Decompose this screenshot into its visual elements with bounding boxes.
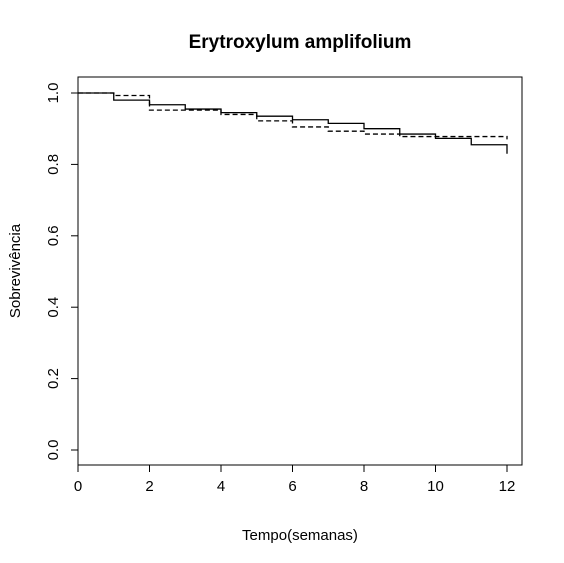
y-tick-label: 0.2 [45, 368, 62, 389]
series-layer [78, 92, 508, 154]
y-tick-label: 0.4 [45, 297, 62, 318]
y-axis-label: Sobrevivência [7, 223, 24, 318]
y-tick-label: 0.8 [45, 154, 62, 175]
x-tick-label: 8 [360, 478, 368, 495]
x-axis-label: Tempo(semanas) [242, 527, 358, 544]
y-tick-label: 1.0 [45, 83, 62, 104]
x-axis: 0 2 4 6 8 10 12 [74, 465, 516, 495]
y-tick-label: 0.0 [45, 440, 62, 461]
y-axis: 0.0 0.2 0.4 0.6 0.8 1.0 [45, 83, 78, 461]
x-tick-label: 10 [427, 478, 444, 495]
x-tick-label: 2 [145, 478, 153, 495]
x-tick-label: 6 [288, 478, 296, 495]
x-tick-label: 12 [499, 478, 516, 495]
survival-curve-dashed [78, 92, 508, 140]
chart-title: Erytroxylum amplifolium [189, 32, 412, 53]
x-tick-label: 4 [217, 478, 225, 495]
plot-frame [77, 76, 523, 466]
x-tick-label: 0 [74, 478, 82, 495]
y-tick-label: 0.6 [45, 225, 62, 246]
